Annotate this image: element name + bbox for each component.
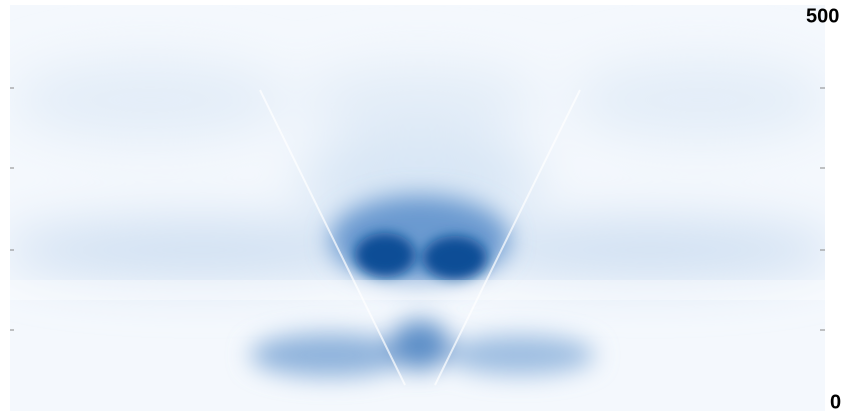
colorbar-min-label: 0: [830, 391, 841, 411]
detector-image: [10, 5, 825, 411]
colorbar-max-label: 500: [806, 5, 839, 27]
axis-ticks: [10, 87, 825, 331]
